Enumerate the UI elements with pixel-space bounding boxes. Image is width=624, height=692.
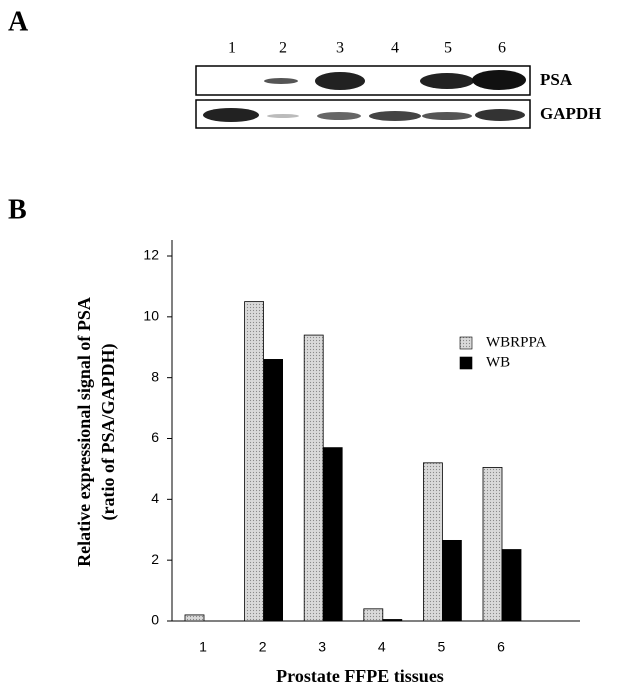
panel-label: A	[8, 6, 29, 37]
bar	[382, 619, 403, 622]
band	[203, 108, 259, 122]
legend-swatch	[459, 336, 473, 350]
x-tick-label: 4	[378, 639, 386, 655]
y-tick-label: 10	[143, 308, 159, 324]
y-tick-label: 0	[151, 612, 159, 628]
band	[317, 112, 361, 120]
band	[475, 109, 525, 121]
band	[472, 70, 526, 90]
bar	[501, 549, 522, 622]
band	[264, 78, 298, 84]
y-tick-label: 8	[151, 368, 159, 384]
x-tick-label: 3	[318, 639, 326, 655]
lane-label: 3	[336, 40, 344, 57]
bar	[244, 301, 265, 622]
bar	[363, 608, 384, 622]
lane-label: 2	[279, 40, 287, 57]
bar	[263, 359, 284, 622]
band	[420, 73, 474, 89]
x-tick-label: 5	[438, 639, 446, 655]
blot-label: PSA	[540, 70, 573, 89]
lane-label: 1	[228, 40, 236, 57]
y-axis-label: Relative expressional signal of PSA	[74, 297, 94, 567]
bar	[422, 462, 443, 622]
band	[422, 112, 472, 120]
legend-swatch	[459, 356, 473, 370]
y-axis-label: (ratio of PSA/GAPDH)	[98, 344, 119, 521]
band	[315, 72, 365, 90]
blot	[195, 65, 531, 129]
band	[267, 114, 299, 118]
x-tick-label: 2	[259, 639, 267, 655]
lane-label: 5	[444, 40, 452, 57]
bar	[303, 334, 324, 622]
bar	[322, 447, 343, 622]
legend-label: WBRPPA	[486, 334, 546, 350]
band	[369, 111, 421, 121]
bar	[441, 539, 462, 622]
x-tick-label: 1	[199, 639, 207, 655]
x-axis-label: Prostate FFPE tissues	[276, 666, 444, 686]
lane-label: 4	[391, 40, 399, 57]
y-tick-label: 12	[143, 247, 159, 263]
y-tick-label: 4	[151, 490, 159, 506]
x-tick-label: 6	[497, 639, 505, 655]
panel-label: B	[8, 194, 27, 225]
bar	[482, 466, 503, 622]
y-tick-label: 2	[151, 551, 159, 567]
lane-label: 6	[498, 40, 506, 57]
y-tick-label: 6	[151, 429, 159, 445]
bar	[184, 614, 205, 622]
legend-label: WB	[486, 354, 510, 370]
blot-label: GAPDH	[540, 104, 601, 123]
